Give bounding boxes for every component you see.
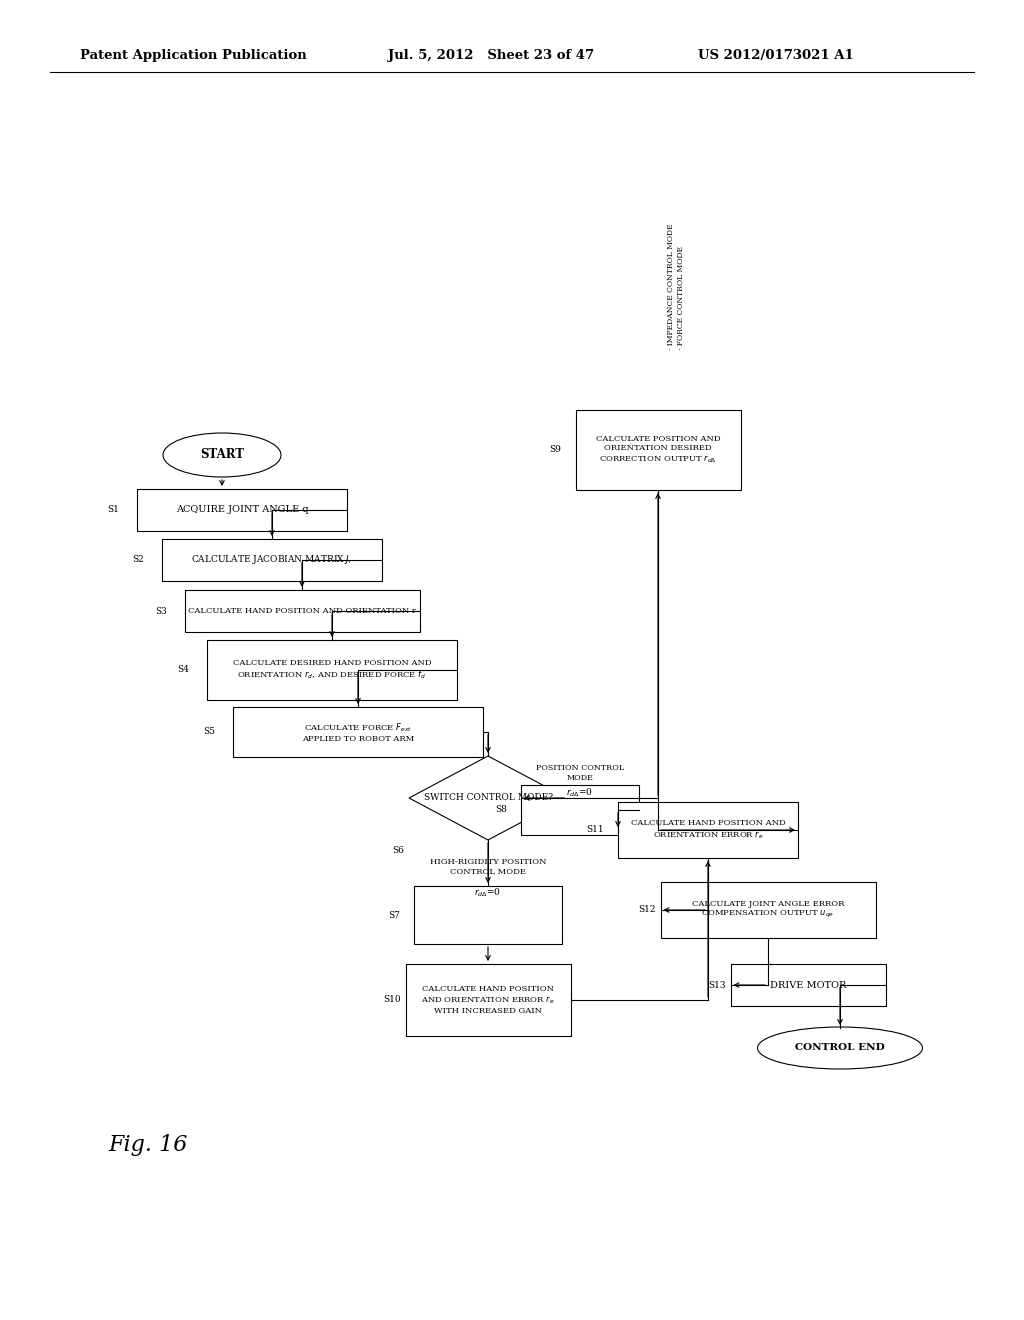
Text: S8: S8 — [496, 805, 507, 814]
Text: CALCULATE DESIRED HAND POSITION AND
ORIENTATION $r_d$, AND DESIRED FORCE $f_d$: CALCULATE DESIRED HAND POSITION AND ORIE… — [232, 659, 431, 681]
Text: S10: S10 — [383, 995, 400, 1005]
Text: ACQUIRE JOINT ANGLE q: ACQUIRE JOINT ANGLE q — [176, 506, 308, 515]
Text: CALCULATE JACOBIAN MATRIX $J_r$: CALCULATE JACOBIAN MATRIX $J_r$ — [190, 553, 353, 566]
Text: S3: S3 — [155, 606, 167, 615]
Bar — [162, 539, 382, 581]
Bar — [521, 785, 639, 836]
Text: US 2012/0173021 A1: US 2012/0173021 A1 — [698, 49, 854, 62]
Text: S5: S5 — [203, 727, 215, 737]
Text: CALCULATE HAND POSITION
AND ORIENTATION ERROR $r_e$
WITH INCREASED GAIN: CALCULATE HAND POSITION AND ORIENTATION … — [421, 985, 555, 1015]
Text: S11: S11 — [587, 825, 604, 834]
Text: S1: S1 — [108, 506, 119, 515]
Text: $r_{d\Delta}$=0: $r_{d\Delta}$=0 — [566, 787, 594, 799]
Text: S7: S7 — [388, 911, 400, 920]
Bar — [233, 708, 483, 756]
Text: CALCULATE POSITION AND
ORIENTATION DESIRED
CORRECTION OUTPUT $r_{d\Delta}$: CALCULATE POSITION AND ORIENTATION DESIR… — [596, 434, 720, 465]
Text: CALCULATE HAND POSITION AND
ORIENTATION ERROR $r_e$: CALCULATE HAND POSITION AND ORIENTATION … — [631, 820, 785, 841]
Text: S9: S9 — [550, 446, 561, 454]
Bar — [184, 590, 420, 632]
Text: POSITION CONTROL
MODE: POSITION CONTROL MODE — [536, 764, 624, 781]
Bar — [730, 964, 886, 1006]
Text: S4: S4 — [177, 665, 189, 675]
Text: CALCULATE HAND POSITION AND ORIENTATION r: CALCULATE HAND POSITION AND ORIENTATION … — [188, 607, 416, 615]
Bar — [406, 964, 570, 1036]
Text: CALCULATE FORCE $F_{ext}$
APPLIED TO ROBOT ARM: CALCULATE FORCE $F_{ext}$ APPLIED TO ROB… — [302, 721, 414, 743]
Text: Patent Application Publication: Patent Application Publication — [80, 49, 307, 62]
Text: S2: S2 — [132, 556, 144, 565]
Text: Fig. 16: Fig. 16 — [108, 1134, 187, 1156]
Polygon shape — [409, 756, 567, 840]
Text: $r_{d\Delta}$=0: $r_{d\Delta}$=0 — [474, 887, 502, 899]
Bar — [414, 886, 562, 944]
Text: DRIVE MOTOR: DRIVE MOTOR — [770, 981, 846, 990]
Text: CONTROL END: CONTROL END — [795, 1044, 885, 1052]
Text: START: START — [200, 449, 244, 462]
Bar — [575, 411, 740, 490]
Text: S13: S13 — [708, 981, 725, 990]
Bar — [660, 882, 876, 939]
Bar — [207, 640, 457, 700]
Text: S6: S6 — [392, 846, 404, 855]
Text: SWITCH CONTROL MODE?: SWITCH CONTROL MODE? — [424, 793, 553, 803]
Ellipse shape — [163, 433, 281, 477]
Text: S12: S12 — [638, 906, 655, 915]
Bar — [618, 803, 798, 858]
Text: Jul. 5, 2012   Sheet 23 of 47: Jul. 5, 2012 Sheet 23 of 47 — [388, 49, 594, 62]
Text: CALCULATE JOINT ANGLE ERROR
COMPENSATION OUTPUT $u_{qe}$: CALCULATE JOINT ANGLE ERROR COMPENSATION… — [692, 900, 844, 920]
Text: · IMPEDANCE CONTROL MODE
· FORCE CONTROL MODE: · IMPEDANCE CONTROL MODE · FORCE CONTROL… — [668, 223, 685, 350]
Bar — [137, 488, 347, 531]
Text: HIGH-RIGIDITY POSITION
CONTROL MODE: HIGH-RIGIDITY POSITION CONTROL MODE — [430, 858, 546, 875]
Ellipse shape — [758, 1027, 923, 1069]
